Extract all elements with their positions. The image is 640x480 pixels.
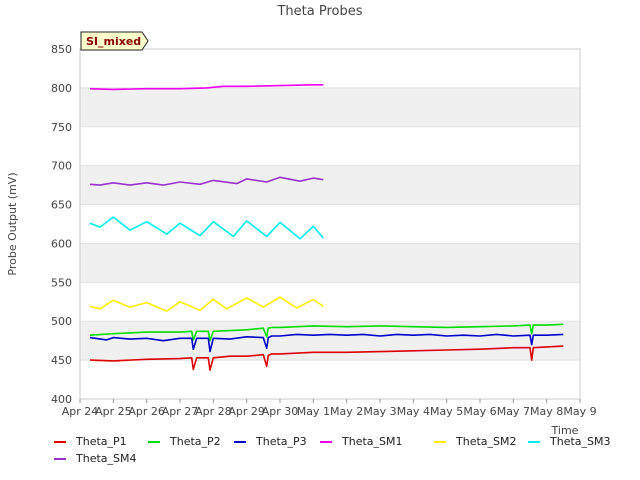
legend-label: Theta_SM4 <box>76 452 137 465</box>
legend-label: Theta_SM2 <box>456 435 517 448</box>
legend-item-theta-p2[interactable]: Theta_P2 <box>148 434 221 450</box>
background-band <box>80 165 580 205</box>
legend-label: Theta_P3 <box>256 435 307 448</box>
background-band <box>80 243 580 283</box>
series-line-theta-p3 <box>89 333 564 353</box>
legend-label: Theta_SM1 <box>342 435 403 448</box>
y-tick-label: 650 <box>51 199 72 212</box>
legend-swatch <box>320 441 332 443</box>
plot-frame <box>79 48 581 400</box>
legend-label: Theta_P2 <box>170 435 221 448</box>
series-line-theta-sm4 <box>89 176 324 186</box>
y-tick-label: 400 <box>51 393 72 406</box>
background-band <box>80 87 580 127</box>
series-line-theta-p1 <box>89 345 564 372</box>
x-tick-label: May 1 <box>297 405 330 418</box>
legend-item-theta-sm4[interactable]: Theta_SM4 <box>54 451 136 467</box>
y-axis-ticks: 400 450 500 550 600 650 700 750 800 850 <box>51 43 72 406</box>
series-line-theta-sm1 <box>89 84 324 91</box>
y-tick-label: 750 <box>51 121 72 134</box>
legend-swatch <box>528 441 540 443</box>
legend-swatch <box>234 441 246 443</box>
x-tick-label: Apr 27 <box>162 405 199 418</box>
legend-swatch <box>54 458 66 460</box>
x-tick-label: Apr 25 <box>95 405 132 418</box>
legend-item-theta-sm1[interactable]: Theta_SM1 <box>320 434 402 450</box>
x-tick-label: Apr 24 <box>62 405 99 418</box>
badge-label: SI_mixed <box>86 35 141 48</box>
legend-swatch <box>54 441 66 443</box>
x-tick-label: Apr 30 <box>262 405 299 418</box>
y-tick-label: 500 <box>51 315 72 328</box>
y-axis-label: Probe Output (mV) <box>6 172 19 275</box>
legend-item-theta-p1[interactable]: Theta_P1 <box>54 434 127 450</box>
x-tick-label: May 3 <box>363 405 396 418</box>
x-tick-label: May 5 <box>430 405 463 418</box>
y-tick-label: 800 <box>51 82 72 95</box>
x-axis-label: Time <box>551 424 579 437</box>
series-line-theta-p2 <box>89 323 564 342</box>
x-tick-label: May 8 <box>530 405 563 418</box>
legend-swatch <box>434 441 446 443</box>
x-tick-label: May 9 <box>563 405 596 418</box>
legend-item-theta-sm3[interactable]: Theta_SM3 <box>528 434 610 450</box>
y-tick-label: 600 <box>51 237 72 250</box>
y-tick-label: 850 <box>51 43 72 56</box>
x-tick-label: May 2 <box>330 405 363 418</box>
x-tick-label: Apr 28 <box>195 405 232 418</box>
x-tick-label: Apr 26 <box>128 405 165 418</box>
series-line-theta-sm3 <box>89 216 324 240</box>
series-line-theta-sm2 <box>89 296 324 312</box>
legend-item-theta-sm2[interactable]: Theta_SM2 <box>434 434 516 450</box>
y-tick-label: 450 <box>51 354 72 367</box>
legend-label: Theta_SM3 <box>550 435 611 448</box>
x-tick-label: Apr 29 <box>228 405 265 418</box>
y-tick-label: 700 <box>51 160 72 173</box>
x-tick-label: May 7 <box>497 405 530 418</box>
legend-label: Theta_P1 <box>76 435 127 448</box>
x-tick-label: May 6 <box>463 405 496 418</box>
y-tick-label: 550 <box>51 276 72 289</box>
legend-item-theta-p3[interactable]: Theta_P3 <box>234 434 307 450</box>
legend-swatch <box>148 441 160 443</box>
badge-shape <box>80 31 149 51</box>
chart-title: Theta Probes <box>276 4 362 19</box>
x-tick-label: May 4 <box>397 405 430 418</box>
background-bands <box>80 87 580 361</box>
site-badge: SI_mixed <box>80 31 149 51</box>
series-lines <box>89 84 564 372</box>
